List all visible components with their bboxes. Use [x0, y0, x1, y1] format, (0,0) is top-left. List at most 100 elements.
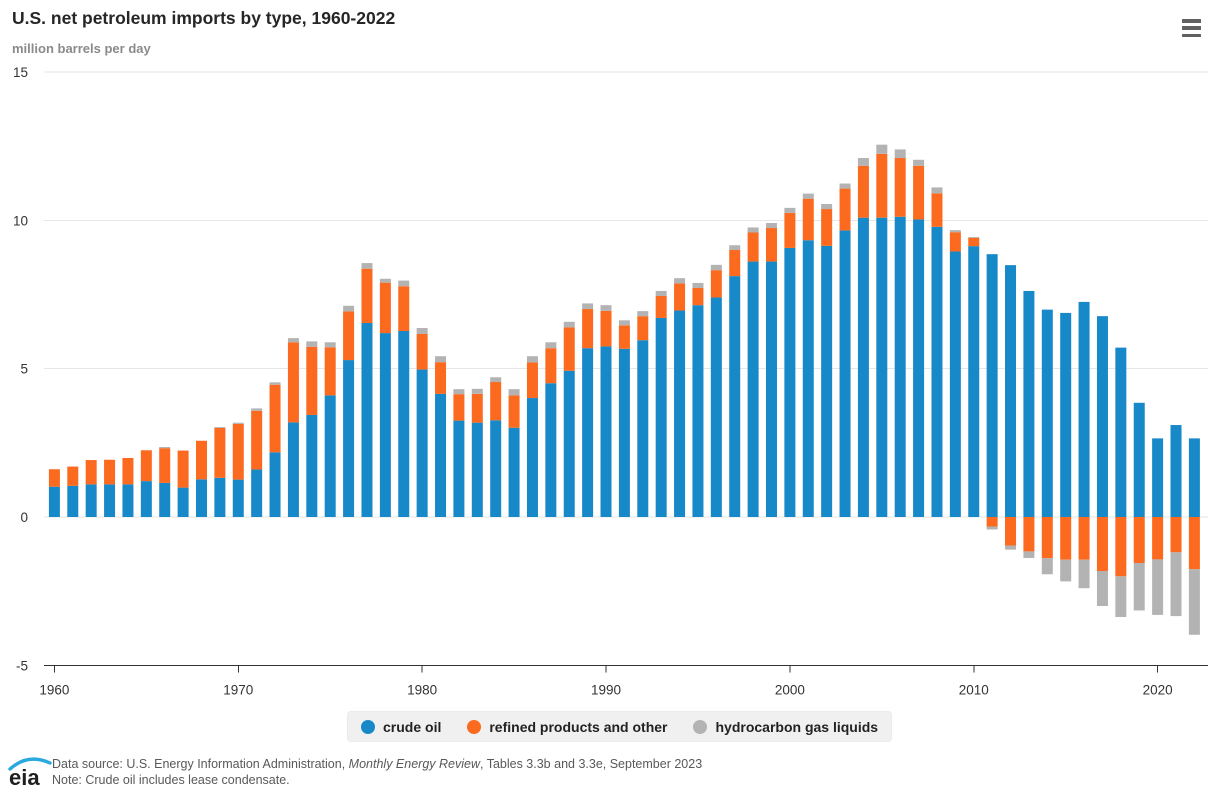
bar-segment-refined-products-and-other-2000[interactable]	[784, 212, 796, 248]
bar-segment-refined-products-and-other-1964[interactable]	[122, 457, 134, 485]
bar-segment-hydrocarbon-gas-liquids-2008[interactable]	[931, 187, 943, 194]
bar-segment-refined-products-and-other-2002[interactable]	[821, 209, 833, 246]
bar-segment-hydrocarbon-gas-liquids-1977[interactable]	[361, 263, 373, 269]
bar-segment-crude-oil-2003[interactable]	[839, 230, 851, 518]
bar-segment-crude-oil-1981[interactable]	[435, 393, 447, 518]
bar-segment-crude-oil-1960[interactable]	[48, 486, 60, 517]
bar-segment-crude-oil-1967[interactable]	[177, 487, 189, 517]
bar-segment-refined-products-and-other-1994[interactable]	[674, 283, 686, 311]
bar-segment-refined-products-and-other-2018[interactable]	[1115, 517, 1127, 577]
bar-segment-refined-products-and-other-1971[interactable]	[251, 410, 263, 470]
bar-segment-crude-oil-2011[interactable]	[986, 254, 998, 518]
bar-segment-crude-oil-1989[interactable]	[582, 348, 594, 518]
bar-segment-refined-products-and-other-1960[interactable]	[48, 469, 60, 487]
bar-segment-refined-products-and-other-1963[interactable]	[104, 459, 116, 485]
bar-segment-hydrocarbon-gas-liquids-1975[interactable]	[324, 342, 336, 348]
bar-segment-hydrocarbon-gas-liquids-1986[interactable]	[526, 356, 538, 363]
bar-segment-refined-products-and-other-1973[interactable]	[287, 342, 299, 423]
bar-segment-refined-products-and-other-1992[interactable]	[637, 316, 649, 341]
bar-segment-crude-oil-1988[interactable]	[563, 370, 575, 518]
bar-segment-refined-products-and-other-1984[interactable]	[490, 382, 502, 421]
bar-segment-hydrocarbon-gas-liquids-2017[interactable]	[1096, 571, 1108, 607]
bar-segment-refined-products-and-other-2015[interactable]	[1060, 517, 1072, 560]
bar-segment-crude-oil-1983[interactable]	[471, 422, 483, 517]
bar-segment-hydrocarbon-gas-liquids-2012[interactable]	[1005, 545, 1017, 550]
bar-segment-crude-oil-1978[interactable]	[379, 333, 391, 518]
bar-segment-refined-products-and-other-2003[interactable]	[839, 188, 851, 231]
bar-segment-crude-oil-2000[interactable]	[784, 247, 796, 518]
bar-segment-crude-oil-2017[interactable]	[1096, 316, 1108, 518]
bar-segment-hydrocarbon-gas-liquids-2003[interactable]	[839, 183, 851, 189]
bar-segment-hydrocarbon-gas-liquids-1969[interactable]	[214, 427, 226, 428]
bar-segment-hydrocarbon-gas-liquids-1979[interactable]	[398, 280, 410, 287]
bar-segment-crude-oil-1969[interactable]	[214, 477, 226, 517]
bar-segment-crude-oil-1994[interactable]	[674, 310, 686, 517]
bar-segment-hydrocarbon-gas-liquids-2016[interactable]	[1078, 559, 1090, 589]
bar-segment-crude-oil-2020[interactable]	[1152, 438, 1164, 518]
bar-segment-hydrocarbon-gas-liquids-1987[interactable]	[545, 342, 557, 349]
bar-segment-hydrocarbon-gas-liquids-2005[interactable]	[876, 144, 888, 154]
bar-segment-hydrocarbon-gas-liquids-2022[interactable]	[1188, 569, 1200, 635]
bar-segment-refined-products-and-other-1991[interactable]	[618, 325, 630, 349]
bar-segment-hydrocarbon-gas-liquids-2019[interactable]	[1133, 562, 1145, 611]
bar-segment-refined-products-and-other-1967[interactable]	[177, 450, 189, 488]
bar-segment-crude-oil-1990[interactable]	[600, 346, 612, 518]
bar-segment-crude-oil-1966[interactable]	[159, 482, 171, 518]
bar-segment-crude-oil-2015[interactable]	[1060, 312, 1072, 518]
bar-segment-hydrocarbon-gas-liquids-1972[interactable]	[269, 382, 281, 385]
bar-segment-refined-products-and-other-1982[interactable]	[453, 394, 465, 421]
bar-segment-refined-products-and-other-1970[interactable]	[232, 423, 244, 480]
bar-segment-crude-oil-1972[interactable]	[269, 452, 281, 517]
bar-segment-refined-products-and-other-1989[interactable]	[582, 309, 594, 349]
bar-segment-refined-products-and-other-1996[interactable]	[710, 270, 722, 298]
bar-segment-refined-products-and-other-2010[interactable]	[968, 237, 980, 247]
bar-segment-crude-oil-1987[interactable]	[545, 383, 557, 518]
bar-segment-refined-products-and-other-1961[interactable]	[67, 466, 79, 486]
bar-segment-refined-products-and-other-1962[interactable]	[85, 460, 97, 485]
bar-segment-hydrocarbon-gas-liquids-1994[interactable]	[674, 278, 686, 284]
bar-segment-hydrocarbon-gas-liquids-1981[interactable]	[435, 356, 447, 363]
bar-segment-hydrocarbon-gas-liquids-2002[interactable]	[821, 204, 833, 210]
bar-segment-refined-products-and-other-1999[interactable]	[765, 228, 777, 262]
bar-segment-refined-products-and-other-2014[interactable]	[1041, 517, 1053, 559]
bar-segment-crude-oil-1973[interactable]	[287, 422, 299, 518]
bar-segment-refined-products-and-other-1981[interactable]	[435, 362, 447, 394]
bar-segment-crude-oil-1968[interactable]	[196, 479, 207, 518]
bar-segment-crude-oil-2002[interactable]	[821, 245, 833, 518]
bar-segment-refined-products-and-other-1990[interactable]	[600, 310, 612, 347]
bar-segment-crude-oil-1992[interactable]	[637, 340, 649, 518]
legend-item-refined-products-and-other[interactable]: refined products and other	[467, 719, 667, 735]
bar-segment-refined-products-and-other-1976[interactable]	[343, 311, 355, 361]
bar-segment-refined-products-and-other-1985[interactable]	[508, 395, 520, 428]
bar-segment-crude-oil-1964[interactable]	[122, 484, 134, 517]
bar-segment-crude-oil-2004[interactable]	[857, 217, 869, 517]
bar-segment-crude-oil-1977[interactable]	[361, 322, 373, 517]
bar-segment-refined-products-and-other-2013[interactable]	[1023, 517, 1035, 552]
bar-segment-crude-oil-2018[interactable]	[1115, 347, 1127, 518]
bar-segment-hydrocarbon-gas-liquids-1983[interactable]	[471, 388, 483, 394]
bar-segment-crude-oil-2007[interactable]	[913, 219, 925, 517]
bar-segment-hydrocarbon-gas-liquids-1982[interactable]	[453, 389, 465, 395]
bar-segment-hydrocarbon-gas-liquids-2014[interactable]	[1041, 558, 1053, 575]
bar-segment-refined-products-and-other-1987[interactable]	[545, 348, 557, 384]
bar-segment-hydrocarbon-gas-liquids-2020[interactable]	[1152, 559, 1164, 615]
bar-segment-crude-oil-2001[interactable]	[802, 240, 814, 517]
legend-item-hydrocarbon-gas-liquids[interactable]: hydrocarbon gas liquids	[693, 719, 878, 735]
bar-segment-hydrocarbon-gas-liquids-2004[interactable]	[857, 158, 869, 166]
bar-segment-refined-products-and-other-2019[interactable]	[1133, 517, 1145, 563]
bar-segment-crude-oil-2006[interactable]	[894, 216, 906, 517]
bar-segment-refined-products-and-other-2007[interactable]	[913, 165, 925, 220]
bar-segment-refined-products-and-other-1974[interactable]	[306, 346, 318, 415]
bar-segment-hydrocarbon-gas-liquids-1966[interactable]	[159, 446, 171, 449]
bar-segment-refined-products-and-other-1977[interactable]	[361, 268, 373, 323]
bar-segment-crude-oil-1995[interactable]	[692, 305, 704, 517]
bar-segment-refined-products-and-other-1983[interactable]	[471, 393, 483, 423]
bar-segment-crude-oil-2014[interactable]	[1041, 309, 1053, 517]
bar-segment-crude-oil-2019[interactable]	[1133, 402, 1145, 518]
bar-segment-crude-oil-1985[interactable]	[508, 427, 520, 518]
bar-segment-refined-products-and-other-2004[interactable]	[857, 165, 869, 218]
bar-segment-hydrocarbon-gas-liquids-1970[interactable]	[232, 422, 244, 424]
bar-segment-refined-products-and-other-1980[interactable]	[416, 333, 428, 370]
bar-segment-crude-oil-1984[interactable]	[490, 420, 502, 517]
bar-segment-hydrocarbon-gas-liquids-1997[interactable]	[729, 245, 741, 251]
